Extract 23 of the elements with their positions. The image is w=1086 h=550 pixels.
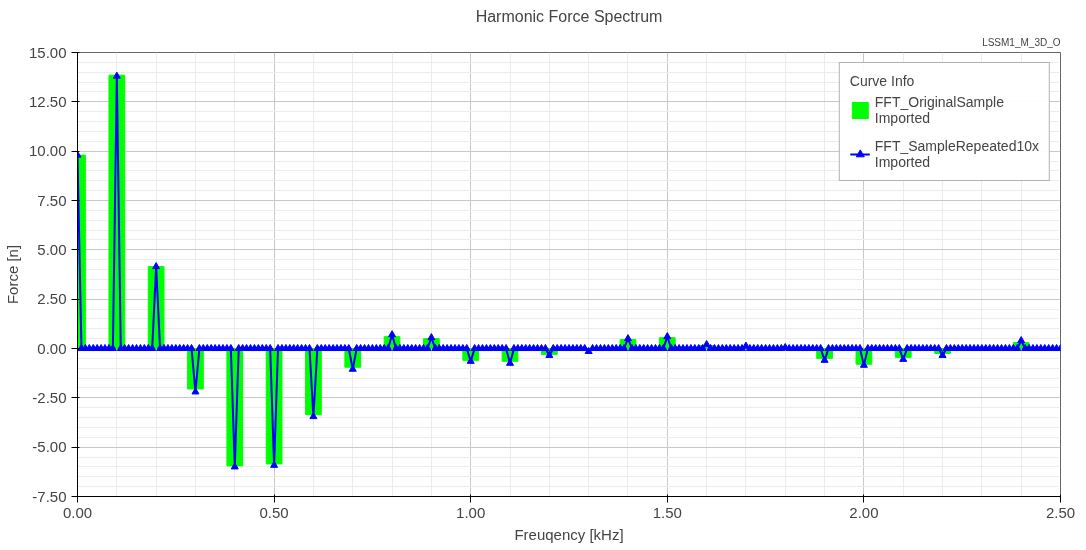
y-tick-label: 7.50 [37, 191, 67, 209]
y-tick-label: 5.00 [37, 240, 67, 258]
x-tick-label: 2.50 [1045, 503, 1076, 521]
x-tick-label: 0.50 [259, 503, 289, 521]
x-tick-label: 0.00 [62, 503, 93, 521]
y-tick-label: 10.00 [28, 142, 67, 160]
y-tick-label: 12.50 [28, 92, 67, 110]
legend-title: Curve Info [849, 73, 916, 89]
y-axis-title: Force [n] [3, 244, 21, 305]
y-tick-label: -7.50 [32, 487, 67, 505]
y-tick-label: 2.50 [37, 290, 67, 308]
x-axis-title: Freuqency [kHz] [514, 525, 624, 543]
x-tick-label: 2.00 [849, 503, 879, 521]
legend-label: FFT_SampleRepeated10x Imported [874, 138, 1039, 170]
chart-title: Harmonic Force Spectrum [475, 7, 663, 25]
y-tick-label: 15.00 [28, 43, 67, 61]
x-tick-label: 1.00 [456, 503, 486, 521]
y-tick-label: -5.00 [32, 438, 67, 456]
legend-label: FFT_OriginalSample Imported [874, 94, 1004, 126]
y-tick-label: 0.00 [37, 339, 67, 357]
y-tick-label: -2.50 [32, 388, 67, 406]
text: LSSM1_M_3D_O [982, 36, 1061, 48]
x-tick-label: 1.50 [652, 503, 682, 521]
